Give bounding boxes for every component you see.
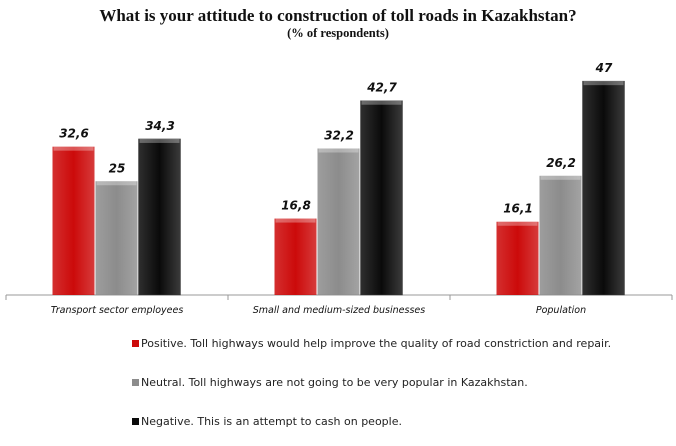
bar-highlight — [139, 138, 180, 143]
bar — [52, 146, 95, 295]
legend-item: Neutral. Toll highways are not going to … — [132, 376, 528, 389]
legend-label: Positive. Toll highways would help impro… — [141, 337, 612, 350]
legend-item: Positive. Toll highways would help impro… — [132, 337, 611, 350]
data-label: 32,2 — [324, 128, 354, 142]
bar-highlight — [583, 81, 624, 86]
bar — [317, 148, 360, 295]
bar-highlight — [361, 100, 402, 105]
chart-title: What is your attitude to construction of… — [99, 6, 577, 25]
bar-highlight — [497, 221, 538, 226]
bar-highlight — [318, 148, 359, 153]
legend-item: Negative. This is an attempt to cash on … — [132, 415, 402, 428]
bar-highlight — [275, 218, 316, 223]
bar — [95, 181, 138, 295]
x-tick-label: Small and medium-sized businesses — [253, 305, 425, 316]
legend-swatch — [132, 340, 139, 347]
data-label: 26,2 — [546, 156, 576, 170]
bar — [496, 221, 539, 295]
data-label: 25 — [109, 161, 126, 175]
x-tick-label: Transport sector employees — [51, 305, 184, 316]
data-label: 34,3 — [145, 119, 175, 133]
legend-swatch — [132, 379, 139, 386]
bar — [539, 175, 582, 295]
legend-swatch — [132, 418, 139, 425]
bar-highlight — [53, 146, 94, 151]
bar — [138, 138, 181, 296]
data-label: 42,7 — [366, 81, 397, 95]
bar — [582, 80, 625, 296]
chart-subtitle: (% of respondents) — [287, 26, 389, 40]
data-label: 47 — [595, 61, 613, 75]
data-label: 16,8 — [281, 199, 311, 213]
x-tick-label: Population — [536, 305, 586, 316]
data-label: 32,6 — [59, 127, 89, 141]
data-label: 16,1 — [503, 202, 533, 216]
bar-highlight — [96, 181, 137, 186]
bar-highlight — [540, 175, 581, 180]
bar — [274, 218, 317, 295]
bar — [360, 100, 403, 296]
legend-label: Negative. This is an attempt to cash on … — [141, 415, 402, 428]
legend-label: Neutral. Toll highways are not going to … — [141, 376, 528, 389]
